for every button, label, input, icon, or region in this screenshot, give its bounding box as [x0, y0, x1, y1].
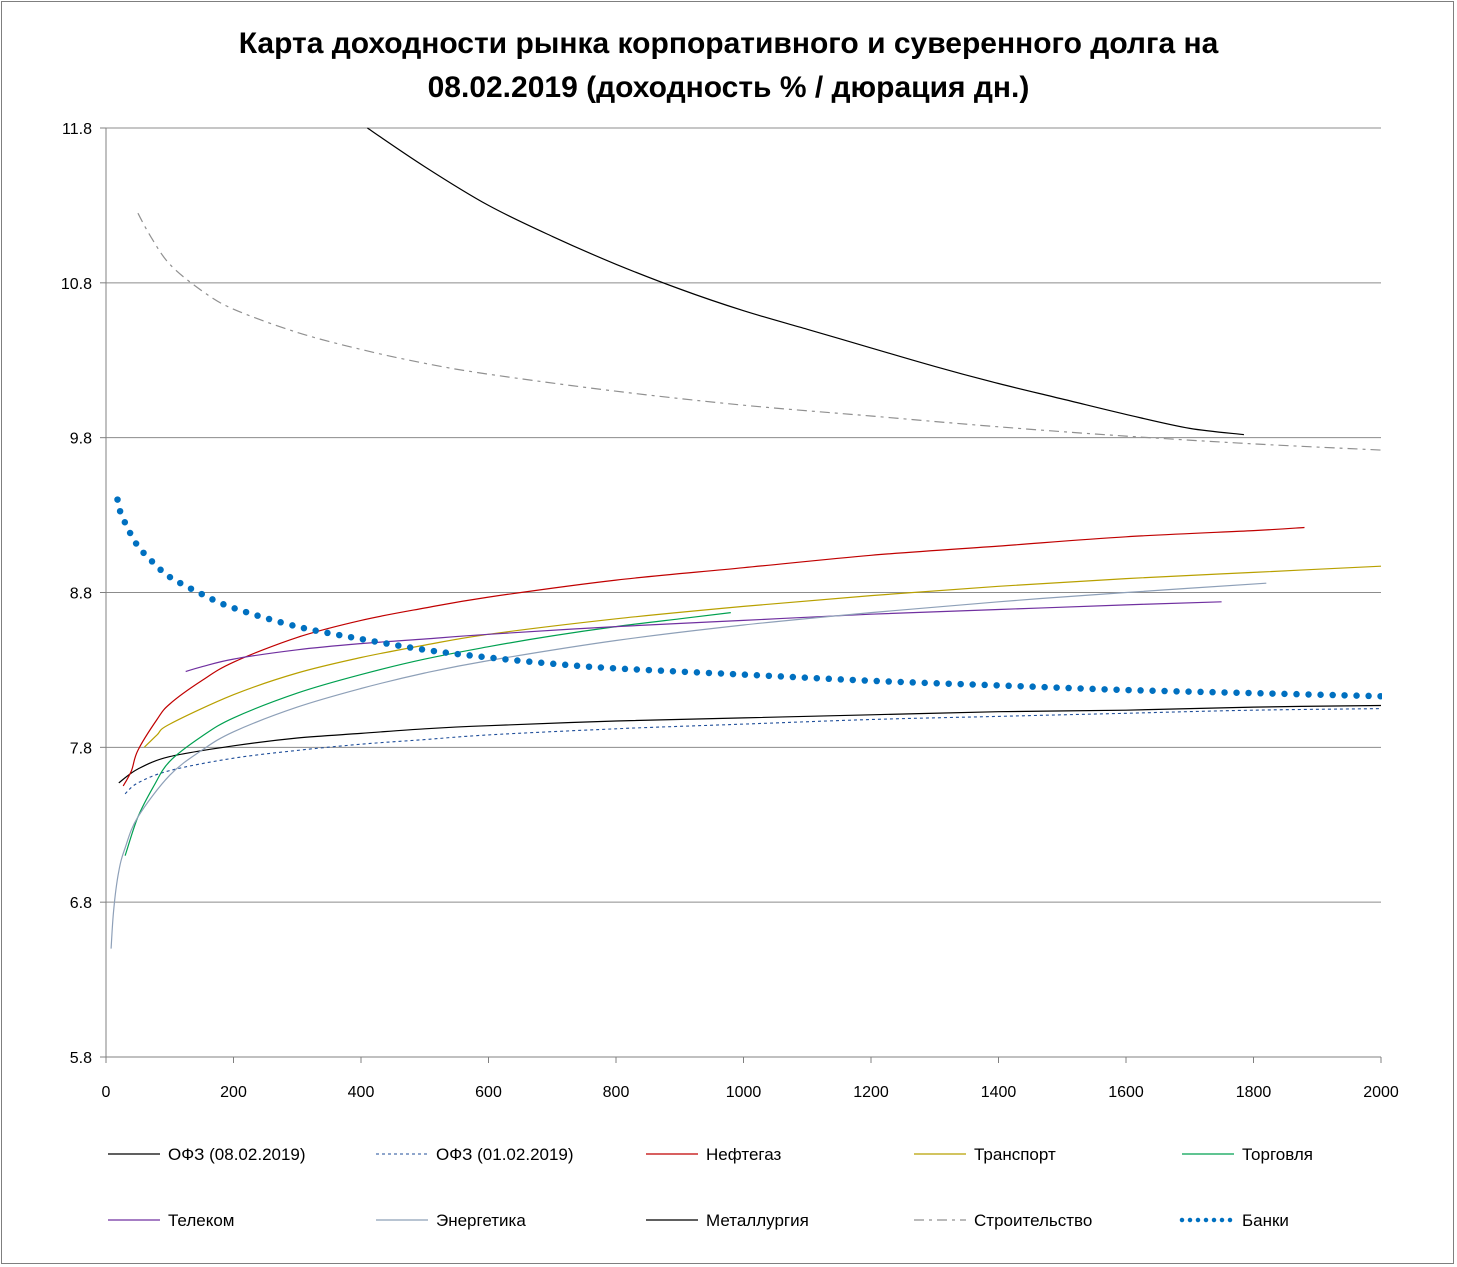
legend-label: Банки: [1242, 1211, 1289, 1230]
x-tick-label: 1600: [1108, 1084, 1144, 1101]
y-tick-label: 11.8: [62, 121, 92, 138]
legend-entry: Транспорт: [914, 1145, 1056, 1164]
series-8-line: [367, 127, 1244, 436]
series-1-line: [118, 704, 1382, 784]
legend-entry: ОФЗ (08.02.2019): [108, 1145, 306, 1164]
chart-title-line-2: 08.02.2019 (доходность % / дюрация дн.): [427, 71, 1030, 104]
legend-entry: ОФЗ (01.02.2019): [376, 1145, 574, 1164]
legend-label: Энергетика: [436, 1211, 526, 1230]
legend-label: Строительство: [974, 1211, 1092, 1230]
legend-label: Торговля: [1242, 1145, 1313, 1164]
series-2-line: [124, 708, 1382, 795]
chart-title-line-1: Карта доходности рынка корпоративного и …: [238, 27, 1219, 60]
x-tick-label: 1200: [853, 1084, 889, 1101]
x-tick-label: 1400: [981, 1084, 1017, 1101]
x-tick-label: 600: [475, 1084, 502, 1101]
y-tick-label: 8.8: [70, 586, 92, 603]
series-9-line: [137, 212, 1382, 451]
series-10-line: [114, 496, 1382, 700]
series-4-line: [143, 565, 1382, 748]
legend-label: ОФЗ (08.02.2019): [168, 1145, 306, 1164]
x-tick-label: 0: [102, 1084, 111, 1101]
x-tick-label: 1800: [1236, 1084, 1272, 1101]
legend-entry: Энергетика: [376, 1211, 526, 1230]
legend-entry: Банки: [1179, 1211, 1289, 1230]
y-tick-label: 10.8: [61, 276, 92, 293]
gridlines: [106, 127, 1381, 1058]
legend-label: Телеком: [168, 1211, 234, 1230]
legend-entry: Нефтегаз: [646, 1145, 781, 1164]
legend-entry: Торговля: [1182, 1145, 1313, 1164]
series-6-line: [185, 601, 1222, 673]
legend-label: Металлургия: [706, 1211, 809, 1230]
legend-label: Транспорт: [974, 1145, 1056, 1164]
series-7-line: [110, 582, 1267, 949]
legend-label: ОФЗ (01.02.2019): [436, 1145, 574, 1164]
x-tick-label: 800: [603, 1084, 630, 1101]
x-tick-label: 2000: [1363, 1084, 1399, 1101]
legend-entry: Металлургия: [646, 1211, 809, 1230]
x-tick-label: 200: [220, 1084, 247, 1101]
y-tick-label: 7.8: [70, 740, 92, 757]
legend-entry: Строительство: [914, 1211, 1092, 1230]
x-tick-label: 400: [348, 1084, 375, 1101]
series-3-line: [122, 526, 1305, 787]
legend-entry: Телеком: [108, 1211, 234, 1230]
y-tick-label: 6.8: [70, 895, 92, 912]
y-tick-label: 5.8: [70, 1050, 92, 1067]
chart-title: Карта доходности рынка корпоративного и …: [0, 22, 1457, 110]
x-tick-label: 1000: [726, 1084, 762, 1101]
series-lines: [110, 127, 1382, 949]
series-5-line: [124, 612, 731, 856]
legend-label: Нефтегаз: [706, 1145, 781, 1164]
y-tick-label: 9.8: [70, 431, 92, 448]
axes: 5.8 6.8 7.8 8.8 9.8 10.8 11.8 0 200 400 600 800 1000…: [61, 121, 1399, 1101]
legend: ОФЗ (08.02.2019) ОФЗ (01.02.2019) Нефтегаз…: [108, 1145, 1313, 1230]
